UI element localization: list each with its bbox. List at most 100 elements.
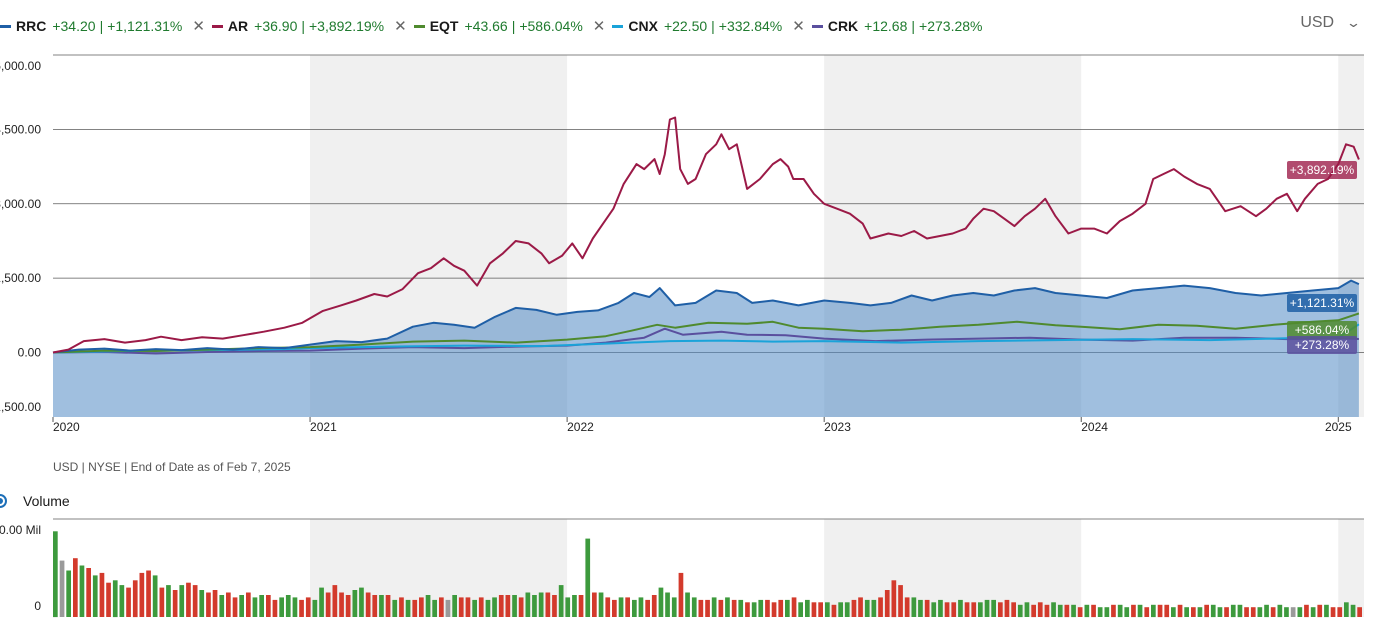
legend-symbol: CNX: [628, 18, 658, 34]
volume-bar: [891, 580, 897, 618]
series-line-eqt: [52, 312, 1360, 354]
volume-bar: [944, 602, 950, 617]
y-tick-label: 3,000.00: [0, 197, 41, 211]
volume-bar: [206, 592, 211, 617]
volume-bar: [305, 597, 311, 617]
volume-bar: [1310, 607, 1316, 617]
volume-bar: [252, 597, 258, 617]
volume-bar: [731, 599, 737, 617]
volume-bar: [632, 599, 637, 617]
volume-bar: [339, 592, 344, 617]
legend-change: +34.20: [52, 18, 96, 34]
volume-bar: [1224, 607, 1229, 617]
legend-swatch: [211, 24, 223, 28]
volume-bar: [1257, 607, 1263, 617]
legend-item-ar: ✕ AR +36.90 | +3,892.19%: [192, 17, 384, 35]
volume-bar: [1064, 604, 1070, 618]
volume-bar: [964, 602, 970, 617]
volume-bar: [1357, 607, 1362, 617]
currency-selector[interactable]: USD ⌄: [1300, 14, 1362, 32]
volume-bar: [505, 595, 511, 617]
volume-bar: [439, 597, 444, 617]
volume-bar: [492, 597, 497, 617]
volume-bar: [651, 595, 657, 617]
legend-item-eqt: ✕ EQT +43.66 | +586.04%: [394, 17, 583, 35]
volume-bar: [585, 538, 591, 617]
volume-bar: [399, 597, 404, 617]
volume-bar: [86, 568, 91, 617]
volume-bar: [958, 599, 963, 617]
volume-bar: [638, 597, 644, 617]
volume-bar: [79, 565, 85, 617]
volume-bar: [458, 597, 464, 617]
volume-bar: [711, 597, 717, 617]
end-label-box-rrc: [1287, 294, 1357, 312]
y-tick-label: -1,500.00: [0, 400, 41, 414]
volume-radio-icon[interactable]: [0, 494, 7, 508]
volume-bar: [844, 602, 850, 617]
volume-bar: [445, 599, 451, 617]
remove-ar-icon[interactable]: ✕: [192, 18, 205, 35]
legend-separator: |: [511, 18, 516, 34]
volume-bar: [811, 602, 817, 617]
end-label-box-ar: [1287, 161, 1357, 179]
volume-bar: [92, 575, 98, 617]
y-tick-label: 6,000.00: [0, 59, 41, 73]
series-line-cnx: [52, 323, 1360, 354]
volume-bar: [978, 602, 983, 617]
legend-item-cnx: ✕ CNX +22.50 | +332.84%: [593, 17, 782, 35]
volume-bar: [545, 592, 551, 617]
volume-bar: [53, 531, 58, 618]
volume-bar: [186, 582, 191, 617]
volume-bar: [1297, 607, 1303, 617]
volume-bar: [1124, 607, 1130, 617]
chevron-down-icon: ⌄: [1345, 15, 1362, 30]
volume-bar: [1071, 604, 1076, 618]
legend-symbol: CRK: [827, 18, 859, 34]
volume-bar: [1111, 604, 1116, 618]
rrc-area: [53, 280, 1359, 417]
volume-bar: [1117, 604, 1123, 618]
remove-eqt-icon[interactable]: ✕: [394, 18, 407, 35]
volume-bar: [1250, 607, 1256, 617]
remove-cnx-icon[interactable]: ✕: [592, 18, 606, 35]
volume-bar: [864, 599, 870, 617]
volume-bar: [385, 595, 391, 617]
volume-bar: [292, 597, 298, 617]
volume-bar: [66, 570, 71, 617]
volume-bar: [1164, 604, 1170, 618]
volume-bar: [319, 587, 324, 617]
volume-bar: [1317, 604, 1323, 618]
legend: RRC +34.20 | +1,121.31% ✕ AR +36.90 | +3,892.19%…: [0, 14, 992, 38]
volume-bar: [239, 595, 244, 617]
x-tick-label: 2022: [567, 420, 594, 434]
volume-bar: [1177, 604, 1183, 618]
volume-bar: [226, 592, 231, 617]
volume-bar: [345, 595, 351, 617]
volume-bar: [279, 597, 284, 617]
volume-toggle[interactable]: Volume: [0, 493, 70, 509]
end-label-eqt: +586.04%: [1295, 323, 1350, 337]
volume-bar: [1017, 604, 1023, 618]
volume-bar: [825, 602, 830, 617]
series-line-rrc: [52, 279, 1360, 354]
volume-bar: [798, 602, 803, 617]
legend-percent: +273.28%: [919, 18, 983, 34]
volume-bar: [771, 602, 777, 617]
volume-bar: [212, 590, 218, 617]
volume-bar: [1270, 607, 1276, 617]
legend-change: +36.90: [254, 18, 298, 34]
volume-bar: [1091, 604, 1096, 618]
volume-bar: [552, 595, 557, 617]
volume-bar: [1084, 604, 1090, 618]
volume-bar: [518, 597, 524, 617]
remove-crk-icon[interactable]: ✕: [792, 18, 805, 35]
volume-bar: [312, 599, 318, 617]
legend-percent: +1,121.31%: [107, 18, 183, 34]
volume-bar: [219, 595, 225, 617]
volume-bar: [778, 599, 784, 617]
volume-bar: [1131, 604, 1136, 618]
volume-bar: [1157, 604, 1163, 618]
volume-bar: [119, 585, 125, 617]
volume-bar: [392, 599, 398, 617]
